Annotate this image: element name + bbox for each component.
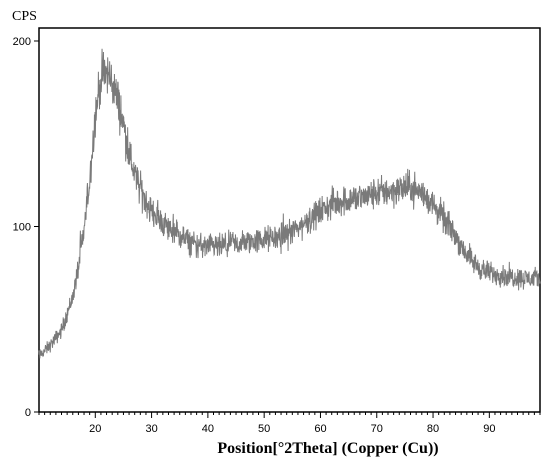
- x-tick-label: 30: [145, 423, 157, 435]
- x-tick-label: 50: [258, 423, 270, 435]
- x-minor-ticks: [38, 412, 541, 415]
- x-tick-label: 90: [483, 423, 495, 435]
- x-major-ticks: 20 30 40 50 60 70 80 90: [89, 412, 495, 435]
- y-tick-label: 200: [13, 36, 31, 48]
- x-tick-label: 80: [427, 423, 439, 435]
- x-axis-label: Position[°2Theta] (Copper (Cu)): [217, 440, 438, 457]
- series-line: [38, 48, 541, 359]
- x-tick-label: 70: [371, 423, 383, 435]
- x-tick-label: 20: [89, 423, 101, 435]
- y-axis-label: CPS: [12, 9, 37, 24]
- y-ticks: 0 100 200: [13, 36, 39, 419]
- x-tick-label: 40: [202, 423, 214, 435]
- y-tick-label: 100: [13, 221, 31, 233]
- x-tick-label: 60: [314, 423, 326, 435]
- y-tick-label: 0: [25, 407, 31, 419]
